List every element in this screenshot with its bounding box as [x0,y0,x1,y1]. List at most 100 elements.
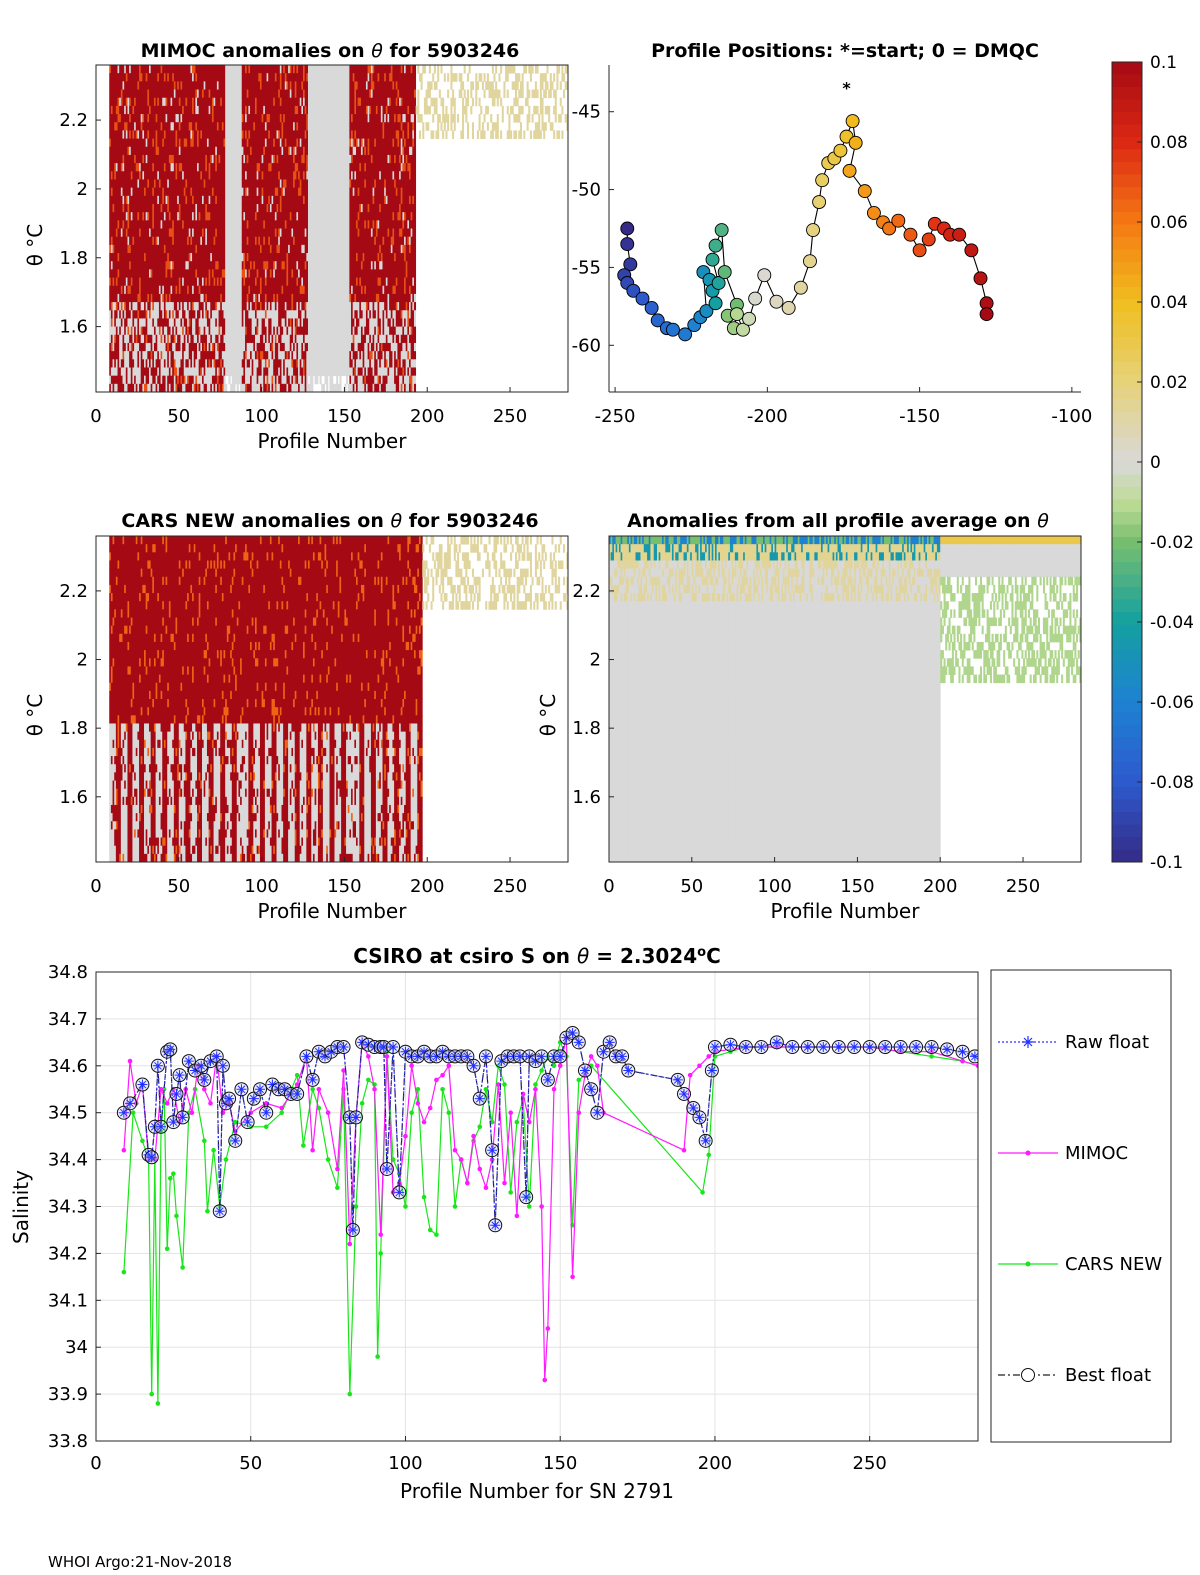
heatmap-cell [120,236,123,246]
heatmap-cell [205,138,208,148]
heatmap-cell [281,359,284,368]
heatmap-cell [150,277,153,287]
heatmap-cell [235,244,238,254]
heatmap-cell [296,163,299,172]
heatmap-cell [279,318,282,327]
heatmap-cell [210,359,213,368]
heatmap-cell [306,359,309,368]
heatmap-cell [271,171,274,180]
heatmap-cell [251,122,254,131]
heatmap-cell [298,122,301,131]
heatmap-cell [276,253,279,262]
heatmap-cell [243,212,246,221]
heatmap-cell [264,97,267,107]
heatmap-cell [201,302,205,311]
heatmap-cell [261,220,264,229]
heatmap-cell [284,122,287,131]
heatmap-cell [129,269,132,278]
heatmap-cell [258,244,261,254]
heatmap-cell [289,138,292,148]
heatmap-cell [180,154,183,164]
heatmap-cell [109,138,112,148]
heatmap-cell [147,244,150,254]
heatmap-cell [266,171,269,180]
heatmap-cell [127,334,130,344]
heatmap-cell [180,203,183,213]
heatmap-cell [115,212,118,221]
heatmap-cell [264,244,267,254]
heatmap-cell [286,285,289,295]
heatmap-cell [201,114,205,123]
heatmap-cell [283,154,286,164]
heatmap-cell [148,375,152,385]
heatmap-cell [157,342,160,352]
heatmap-cell [206,367,210,377]
heatmap-cell [213,302,216,311]
heatmap-cell [266,236,269,246]
heatmap-cell [152,81,155,90]
heatmap-cell [152,236,155,246]
heatmap-cell [254,383,258,392]
heatmap-cell [122,326,125,336]
heatmap-cell [168,212,171,221]
heatmap-cell [296,122,299,131]
heatmap-cell [172,122,175,131]
heatmap-cell [298,163,301,172]
heatmap-cell [153,277,157,287]
heatmap-cell [309,277,312,287]
heatmap-cell [167,236,170,246]
heatmap-cell [304,285,307,295]
heatmap-cell [312,310,316,319]
heatmap-cell [221,122,224,131]
heatmap-cell [289,236,292,246]
heatmap-cell [311,105,314,115]
heatmap-cell [150,171,153,180]
heatmap-cell [293,375,296,385]
heatmap-cell [283,367,286,377]
heatmap-cell [276,277,279,287]
heatmap-cell [221,269,224,278]
heatmap-cell [309,261,312,270]
heatmap-cell [148,228,152,238]
heatmap-cell [183,203,186,213]
heatmap-cell [163,261,166,270]
heatmap-cell [140,73,143,82]
heatmap-cell [283,253,286,262]
heatmap-cell [197,187,200,197]
heatmap-cell [178,334,181,344]
heatmap-cell [246,318,249,327]
heatmap-cell [251,81,254,90]
heatmap-cell [201,220,205,229]
heatmap-cell [150,146,153,156]
heatmap-cell [248,73,251,82]
heatmap-cell [203,318,206,327]
heatmap-cell [230,89,233,99]
heatmap-cell [127,326,130,336]
heatmap-cell [269,220,272,229]
heatmap-cell [129,146,132,156]
heatmap-cell [178,383,181,392]
heatmap-cell [314,187,317,197]
heatmap-cell [120,97,123,107]
heatmap-cell [278,302,281,311]
heatmap-cell [281,81,284,90]
heatmap-cell [163,228,166,238]
heatmap-cell [243,277,246,287]
heatmap-cell [223,326,226,336]
heatmap-cell [137,65,140,74]
heatmap-cell [241,73,244,82]
heatmap-cell [167,89,170,99]
heatmap-cell [256,179,259,189]
heatmap-cell [273,334,276,344]
heatmap-cell [256,73,259,82]
heatmap-cell [231,293,234,303]
heatmap-cell [167,383,170,392]
heatmap-cell [120,293,123,303]
heatmap-cell [137,97,140,107]
heatmap-cell [258,65,261,74]
heatmap-cell [238,342,241,352]
heatmap-cell [278,220,281,229]
heatmap-cell [230,163,233,172]
heatmap-cell [291,293,294,303]
heatmap-cell [283,261,286,270]
